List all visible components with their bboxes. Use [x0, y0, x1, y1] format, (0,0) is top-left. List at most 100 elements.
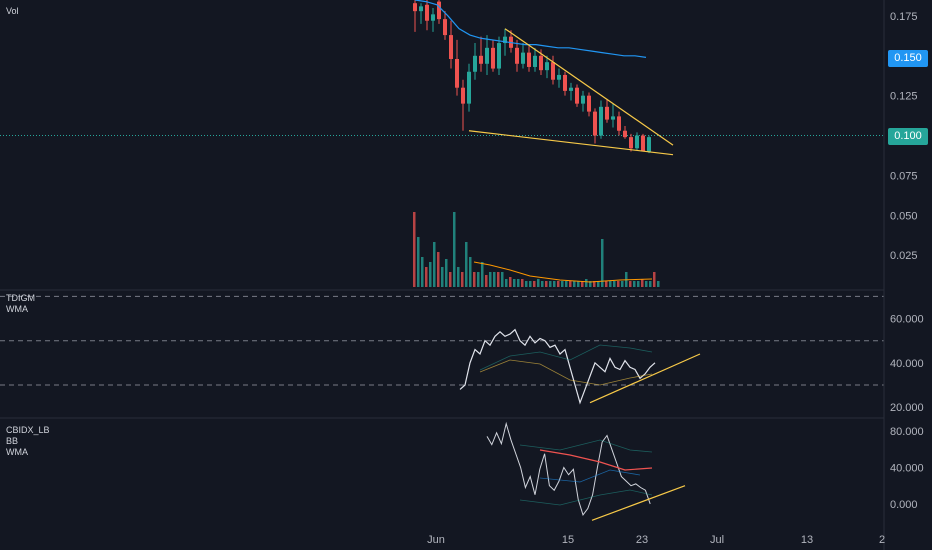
volume-bar — [433, 242, 436, 287]
volume-bar — [521, 279, 524, 287]
volume-bar — [417, 237, 420, 287]
volume-bar — [653, 272, 656, 287]
volume-bar — [533, 281, 536, 287]
volume-bar — [597, 281, 600, 287]
tdigm-wma-label: WMA — [6, 304, 28, 314]
volume-bar — [457, 267, 460, 287]
candle-body — [443, 19, 447, 36]
price-trendline — [468, 130, 674, 156]
volume-bar — [429, 262, 432, 287]
price-badge-upper: 0.150 — [888, 50, 928, 67]
last-price-badge: 0.100 — [888, 128, 928, 145]
candle-body — [425, 4, 429, 21]
volume-bar — [441, 267, 444, 287]
volume-bar — [525, 281, 528, 287]
volume-bar — [641, 279, 644, 287]
price-pane — [0, 0, 884, 156]
cbidx-wma-line — [539, 449, 653, 471]
cbidx-trendline — [591, 485, 686, 521]
main-pane-labels: Vol — [6, 6, 19, 17]
tdigm-label: TDIGM — [6, 293, 35, 303]
cbidx-tick-label: 80.000 — [890, 426, 924, 438]
candle-body — [491, 47, 495, 69]
volume-bar — [541, 281, 544, 287]
volume-bar — [461, 272, 464, 287]
candle-body — [611, 116, 615, 120]
candle-body — [623, 130, 627, 138]
candle-body — [413, 3, 417, 12]
volume-bar — [445, 259, 448, 287]
cbidx-bb-lower — [519, 489, 653, 506]
volume-bar — [617, 281, 620, 287]
volume-bar — [593, 281, 596, 287]
tdigm-band-upper — [479, 344, 653, 371]
volume-label: Vol — [6, 6, 19, 16]
candle-body — [437, 1, 441, 20]
candle-body — [575, 87, 579, 104]
candle-body — [539, 55, 543, 71]
candle-body — [629, 137, 633, 149]
price-tick-label: 0.025 — [890, 250, 918, 262]
volume-bar — [565, 281, 568, 287]
volume-bar — [589, 281, 592, 287]
volume-bar — [649, 281, 652, 287]
candle-body — [641, 135, 645, 152]
candle-body — [503, 36, 507, 44]
time-axis-label: 23 — [636, 534, 648, 546]
volume-bar — [477, 272, 480, 287]
price-tick-label: 0.175 — [890, 11, 918, 23]
cbidx-line — [486, 421, 651, 516]
volume-bar — [581, 281, 584, 287]
price-tick-label: 0.050 — [890, 210, 918, 222]
volume-bar — [437, 252, 440, 287]
candle-body — [557, 74, 561, 80]
volume-bar — [637, 281, 640, 287]
candle-body — [497, 43, 501, 69]
cbidx-tick-label: 40.000 — [890, 462, 924, 474]
candle-body — [515, 47, 519, 64]
candle-body — [431, 14, 435, 21]
volume-bar — [557, 281, 560, 287]
candle-body — [593, 111, 597, 136]
volume-bar — [561, 281, 564, 287]
volume-bar — [577, 281, 580, 287]
volume-bar — [505, 279, 508, 287]
volume-bar — [425, 267, 428, 287]
volume-series — [413, 212, 660, 287]
volume-bar — [493, 272, 496, 287]
volume-bar — [513, 279, 516, 287]
volume-bar — [413, 212, 416, 287]
volume-bar — [421, 257, 424, 287]
volume-bar — [489, 272, 492, 287]
volume-bar — [601, 239, 604, 287]
volume-bar — [537, 279, 540, 287]
volume-bar — [501, 272, 504, 287]
candle-body — [599, 106, 603, 136]
candle-body — [647, 137, 651, 152]
candle-body — [587, 95, 591, 112]
volume-bar — [453, 212, 456, 287]
time-axis-label: Jun — [427, 534, 445, 546]
volume-bar — [465, 242, 468, 287]
tdigm-tick-label: 40.000 — [890, 358, 924, 370]
volume-bar — [585, 279, 588, 287]
cbidx-pane — [486, 421, 686, 521]
candle-body — [479, 55, 483, 64]
time-axis-label: 2 — [879, 534, 885, 546]
cbidx-label: CBIDX_LB — [6, 425, 50, 435]
candle-body — [569, 87, 573, 91]
tdigm-wma-line — [479, 359, 653, 386]
candle-body — [581, 95, 585, 104]
volume-bar — [609, 281, 612, 287]
time-axis-label: Jul — [710, 534, 724, 546]
candle-body — [563, 74, 567, 91]
price-trendline — [504, 28, 674, 146]
volume-bar — [545, 281, 548, 287]
volume-bar — [573, 281, 576, 287]
candle-body — [467, 71, 471, 104]
volume-bar — [645, 281, 648, 287]
candle-body — [419, 6, 423, 12]
cbidx-bb-label: BB — [6, 436, 19, 446]
tdigm-trendline — [589, 353, 701, 404]
moving-average-line — [414, 0, 647, 58]
